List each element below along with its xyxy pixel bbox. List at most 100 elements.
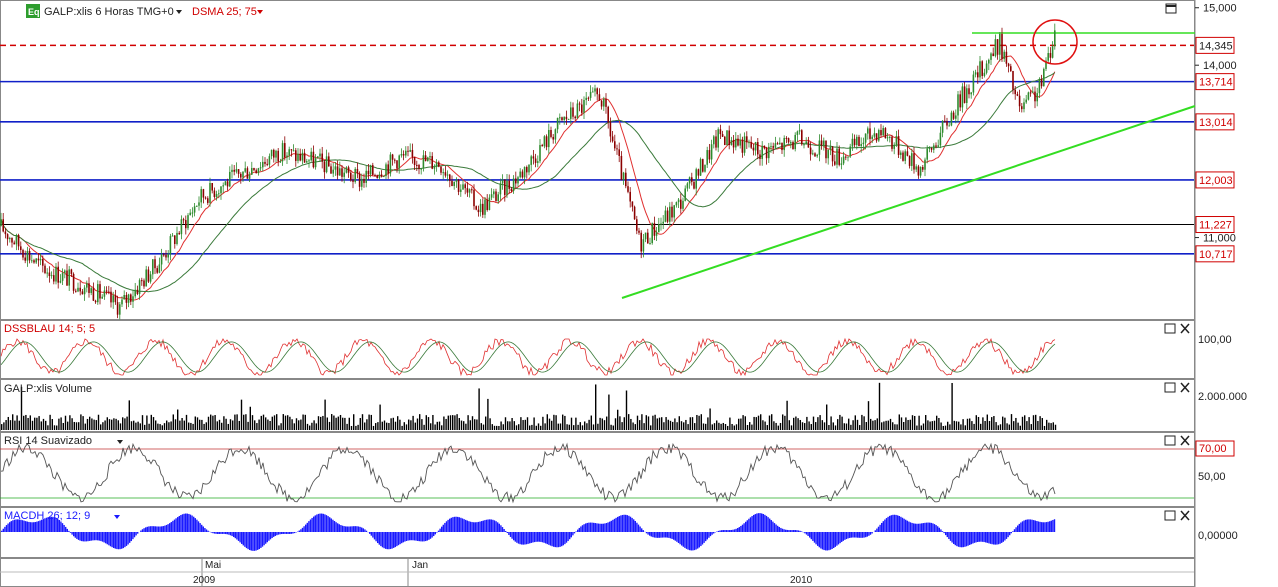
macd-bar [242, 532, 244, 546]
volume-bar [610, 424, 612, 430]
macd-bar [535, 532, 537, 542]
volume-bar [672, 421, 674, 430]
volume-bar [529, 425, 531, 430]
volume-bar [100, 424, 102, 430]
stochastic-maximize-icon[interactable] [1164, 323, 1176, 334]
volume-bar [419, 414, 421, 430]
candle-body [1010, 66, 1012, 72]
volume-bar [379, 404, 381, 430]
macd-axis-tick: 0,00000 [1198, 530, 1238, 542]
macd-bar [2, 528, 4, 532]
volume-bar [456, 414, 458, 430]
volume-bar [654, 414, 656, 430]
volume-bar [42, 418, 45, 430]
candle-body [464, 184, 466, 189]
candle-body [842, 156, 845, 164]
candle-body [75, 290, 77, 292]
macd-bar [65, 526, 67, 532]
volume-bar [782, 414, 784, 430]
macd-bar [1041, 522, 1043, 532]
macd-bar [369, 532, 371, 534]
volume-bar [740, 418, 742, 430]
macd-close-icon[interactable] [1180, 510, 1190, 521]
macd-bar [1049, 521, 1051, 532]
volume-bar [49, 414, 51, 430]
volume-bar [227, 423, 229, 430]
rsi-maximize-icon[interactable] [1164, 435, 1176, 446]
candle-body [699, 159, 702, 176]
stochastic-close-icon[interactable] [1180, 323, 1190, 334]
volume-bar [777, 425, 779, 430]
volume-bar [368, 414, 370, 430]
macd-bar [237, 532, 240, 541]
volume-bar [172, 414, 174, 430]
candle-body [666, 210, 669, 222]
macd-bar [319, 513, 321, 532]
title-dropdown-icon[interactable] [176, 10, 182, 14]
macd-bar [681, 532, 683, 546]
volume-bar [489, 418, 491, 430]
candle-body [486, 199, 488, 211]
indicator-dropdown-icon[interactable] [257, 10, 263, 14]
volume-bar [146, 415, 148, 430]
macd-bar [991, 532, 993, 545]
macd-bar [996, 532, 998, 545]
candle-body [383, 176, 385, 178]
macd-bar [837, 532, 840, 545]
macd-bar [335, 522, 337, 532]
volume-bar [80, 414, 82, 430]
volume-bar [273, 415, 276, 430]
volume-bar [311, 422, 313, 430]
instrument-title[interactable]: GALP:xlis 6 Horas TMG+0 [44, 6, 174, 18]
level-badge [1195, 36, 1235, 54]
macd-dropdown-icon[interactable] [114, 515, 120, 519]
volume-bar [502, 424, 504, 430]
maximize-icon[interactable] [1165, 3, 1177, 14]
macd-maximize-icon[interactable] [1164, 510, 1176, 521]
macd-bar [511, 532, 513, 539]
macd-bar [604, 523, 606, 532]
macd-bar [178, 515, 180, 532]
macd-bar [869, 532, 872, 535]
macd-bar [687, 532, 689, 550]
macd-bar [978, 532, 980, 542]
volume-bar [674, 418, 676, 430]
candle-body [323, 161, 326, 173]
macd-bar [404, 532, 406, 542]
candle-body [112, 295, 114, 303]
macd-bar [228, 532, 230, 535]
macd-bar [751, 516, 753, 532]
macd-bar [207, 530, 209, 532]
volume-maximize-icon[interactable] [1164, 382, 1176, 393]
candle-body [664, 210, 667, 222]
macd-bar [273, 532, 275, 537]
macd-bar [653, 532, 656, 538]
overlay-indicator-label[interactable]: DSMA 25; 75 [192, 6, 257, 18]
macd-title[interactable]: MACDH 26; 12; 9 [4, 510, 90, 522]
volume-bar [793, 417, 795, 430]
macd-bar [309, 519, 312, 532]
macd-bar [514, 532, 516, 542]
candle-body [783, 137, 785, 151]
volume-bar [339, 414, 342, 430]
volume-bar [430, 423, 432, 430]
volume-close-icon[interactable] [1180, 382, 1190, 393]
volume-bar [1006, 423, 1008, 430]
macd-bar [362, 528, 364, 532]
rsi-close-icon[interactable] [1180, 435, 1190, 446]
volume-bar [799, 419, 801, 430]
volume-title[interactable]: GALP:xlis Volume [4, 383, 92, 395]
macd-bar [127, 532, 129, 545]
volume-bar [102, 422, 104, 430]
candle-body [477, 209, 480, 213]
candle-body [985, 63, 988, 73]
volume-bar [298, 420, 300, 430]
volume-bar [157, 423, 159, 430]
volume-bar [432, 414, 434, 430]
rising-trendline[interactable] [621, 105, 1196, 299]
macd-bar [327, 516, 329, 532]
stochastic-title[interactable]: DSSBLAU 14; 5; 5 [4, 323, 95, 335]
rsi-title[interactable]: RSI 14 Suavizado [4, 435, 92, 447]
macd-bar [618, 516, 620, 532]
rsi-dropdown-icon[interactable] [117, 440, 123, 444]
